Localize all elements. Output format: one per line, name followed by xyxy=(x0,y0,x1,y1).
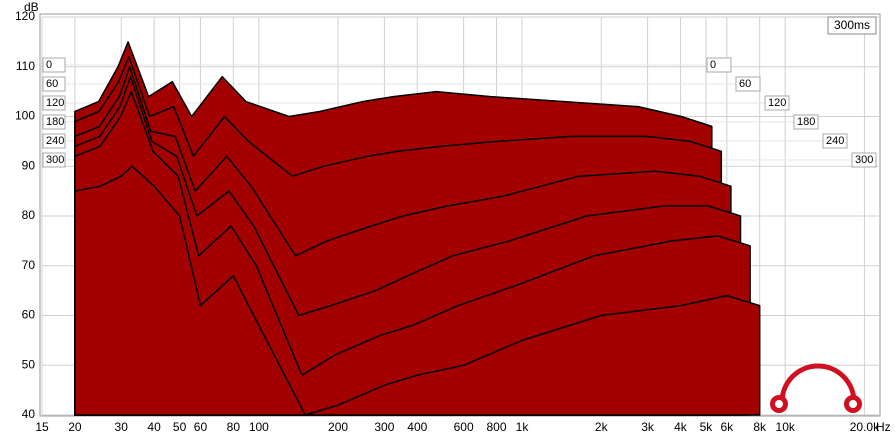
depth-tick-box xyxy=(706,57,732,73)
x-tick-label: 200 xyxy=(328,420,348,434)
x-tick-label: 600 xyxy=(454,420,474,434)
x-tick-label: 8k xyxy=(753,420,767,434)
y-axis-label: dB xyxy=(24,0,39,14)
depth-tick-box xyxy=(735,76,761,92)
depth-tick-label: 180 xyxy=(46,116,64,128)
depth-tick-box xyxy=(42,95,66,111)
depth-tick-box xyxy=(42,114,66,130)
x-axis-label: Hz xyxy=(876,420,891,434)
x-tick-label: 60 xyxy=(194,420,208,434)
y-tick-label: 40 xyxy=(22,407,36,421)
y-tick-label: 90 xyxy=(22,158,36,172)
depth-tick-box xyxy=(851,152,877,168)
depth-tick-label: 300 xyxy=(855,154,873,166)
logo xyxy=(770,363,862,413)
depth-tick-label: 240 xyxy=(826,135,844,147)
depth-tick-label: 180 xyxy=(797,116,815,128)
depth-tick-label: 120 xyxy=(768,97,786,109)
x-tick-label: 300 xyxy=(374,420,394,434)
x-tick-label: 40 xyxy=(147,420,161,434)
depth-tick-label: 120 xyxy=(46,97,64,109)
x-tick-label: 50 xyxy=(173,420,187,434)
time-span-label: 300ms xyxy=(834,18,870,32)
y-tick-label: 50 xyxy=(22,357,36,371)
x-tick-label: 100 xyxy=(249,420,269,434)
y-tick-label: 110 xyxy=(16,59,35,73)
x-tick-label: 10k xyxy=(776,420,796,434)
depth-tick-box xyxy=(42,57,66,73)
depth-tick-box xyxy=(822,133,848,149)
depth-tick-label: 240 xyxy=(46,135,64,147)
y-tick-label: 60 xyxy=(22,308,36,322)
depth-tick-box xyxy=(42,152,66,168)
depth-tick-label: 0 xyxy=(710,59,716,71)
depth-tick-box xyxy=(764,95,790,111)
x-tick-label: 400 xyxy=(407,420,427,434)
depth-tick-label: 60 xyxy=(739,78,751,90)
x-tick-label: 4k xyxy=(674,420,688,434)
x-tick-label: 6k xyxy=(720,420,734,434)
y-tick-label: 120 xyxy=(15,9,35,23)
x-tick-label: 80 xyxy=(227,420,241,434)
x-tick-label: 2k xyxy=(595,420,609,434)
x-tick-label: 3k xyxy=(641,420,655,434)
depth-tick-label: 300 xyxy=(46,154,64,166)
depth-tick-box xyxy=(42,133,66,149)
depth-tick-box xyxy=(42,76,66,92)
x-tick-label: 15 xyxy=(35,420,49,434)
x-tick-label: 30 xyxy=(115,420,129,434)
x-tick-label: 800 xyxy=(486,420,506,434)
x-tick-label: 20 xyxy=(68,420,82,434)
x-tick-label: 20.0k xyxy=(850,420,880,434)
depth-tick-box xyxy=(793,114,819,130)
time-span-box xyxy=(827,16,877,35)
x-tick-label: 5k xyxy=(700,420,714,434)
y-tick-label: 100 xyxy=(15,109,35,123)
y-tick-label: 80 xyxy=(22,208,36,222)
depth-tick-label: 60 xyxy=(46,78,58,90)
depth-tick-label: 0 xyxy=(46,59,52,71)
y-tick-label: 70 xyxy=(22,258,36,272)
waterfall-slice xyxy=(74,165,761,416)
x-tick-label: 1k xyxy=(516,420,530,434)
